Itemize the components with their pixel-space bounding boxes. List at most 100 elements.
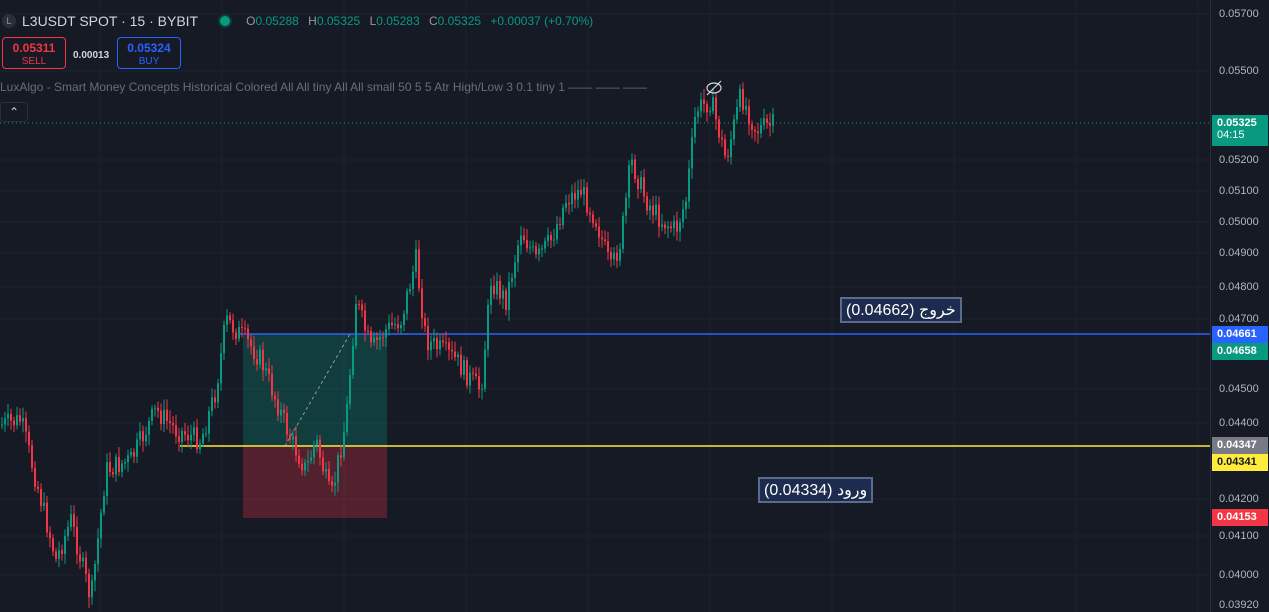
price-tick: 0.04500 bbox=[1219, 383, 1259, 395]
candle bbox=[691, 137, 693, 169]
candle bbox=[121, 463, 123, 473]
candle bbox=[190, 434, 192, 441]
entry-line-label: 0.04341 bbox=[1212, 454, 1268, 471]
candle bbox=[244, 327, 246, 329]
candle bbox=[271, 373, 273, 396]
candle bbox=[523, 235, 525, 241]
candlestick-chart[interactable] bbox=[0, 0, 1210, 612]
candle bbox=[649, 205, 651, 211]
price-tick: 0.05500 bbox=[1219, 65, 1259, 77]
candle bbox=[481, 388, 483, 390]
candle bbox=[565, 203, 567, 208]
candle bbox=[430, 341, 432, 351]
candle bbox=[733, 119, 735, 140]
candle bbox=[760, 125, 762, 134]
candle bbox=[517, 245, 519, 263]
candle bbox=[52, 538, 54, 552]
candle bbox=[769, 123, 771, 126]
candle bbox=[670, 226, 672, 229]
candle bbox=[619, 248, 621, 261]
candle bbox=[259, 349, 261, 365]
candle bbox=[514, 262, 516, 278]
candle bbox=[307, 460, 309, 463]
candle bbox=[637, 178, 639, 190]
candle bbox=[88, 573, 90, 598]
candle bbox=[82, 557, 84, 562]
candle bbox=[103, 496, 105, 513]
candle bbox=[1, 424, 3, 426]
candle bbox=[496, 280, 498, 295]
candle bbox=[136, 439, 138, 457]
candle bbox=[337, 455, 339, 483]
candle bbox=[46, 502, 48, 533]
candle bbox=[397, 323, 399, 329]
price-axis[interactable]: 0.05700 0.05500 0.05200 0.05100 0.05000 … bbox=[1210, 0, 1269, 612]
candle bbox=[373, 337, 375, 343]
candle bbox=[553, 239, 555, 241]
candle bbox=[214, 397, 216, 403]
candle bbox=[229, 315, 231, 321]
candle bbox=[391, 322, 393, 326]
candle bbox=[505, 290, 507, 310]
candle bbox=[586, 187, 588, 213]
candle bbox=[67, 526, 69, 536]
candle bbox=[556, 224, 558, 240]
candle bbox=[757, 131, 759, 134]
candle bbox=[535, 246, 537, 255]
candle bbox=[43, 502, 45, 507]
candle bbox=[250, 339, 252, 347]
candle bbox=[265, 368, 267, 371]
candle bbox=[580, 189, 582, 195]
candle bbox=[115, 456, 117, 475]
candle bbox=[469, 372, 471, 386]
candle bbox=[166, 409, 168, 421]
candle bbox=[439, 340, 441, 350]
sell-button[interactable]: 0.05311 SELL bbox=[2, 37, 66, 69]
candle bbox=[736, 106, 738, 120]
candle bbox=[361, 304, 363, 311]
collapse-button[interactable]: ⌃ bbox=[0, 102, 28, 122]
candle bbox=[688, 168, 690, 202]
candle bbox=[568, 203, 570, 205]
candle bbox=[49, 532, 51, 539]
price-tick: 0.03920 bbox=[1219, 599, 1259, 611]
candle bbox=[511, 277, 513, 282]
candle bbox=[238, 326, 240, 339]
indicator-legend[interactable]: LuxAlgo - Smart Money Concepts Historica… bbox=[0, 80, 647, 94]
candle bbox=[241, 326, 243, 328]
candle bbox=[745, 106, 747, 110]
candle bbox=[10, 413, 12, 421]
symbol-title[interactable]: L3USDT SPOT · 15 · BYBIT bbox=[22, 13, 199, 29]
candle bbox=[154, 407, 156, 409]
buy-button[interactable]: 0.05324 BUY bbox=[117, 37, 181, 69]
candle bbox=[427, 326, 429, 351]
candle bbox=[622, 215, 624, 249]
candle bbox=[61, 550, 63, 555]
candle bbox=[436, 338, 438, 350]
candle bbox=[355, 303, 357, 346]
candle bbox=[274, 395, 276, 400]
candle bbox=[574, 192, 576, 200]
candle bbox=[418, 249, 420, 289]
candle bbox=[7, 413, 9, 419]
entry-annotation[interactable]: (0.04334) ورود bbox=[758, 477, 874, 503]
exit-annotation[interactable]: (0.04662) خروج bbox=[840, 297, 962, 323]
candle bbox=[37, 486, 39, 490]
candle bbox=[532, 246, 534, 248]
candle bbox=[112, 471, 114, 475]
candle bbox=[583, 187, 585, 195]
candle bbox=[184, 431, 186, 435]
candle bbox=[544, 240, 546, 249]
candle bbox=[40, 489, 42, 507]
candle bbox=[313, 445, 315, 458]
candle bbox=[724, 139, 726, 156]
candle bbox=[493, 285, 495, 295]
candle bbox=[148, 420, 150, 435]
candle bbox=[160, 410, 162, 424]
candle bbox=[64, 535, 66, 555]
candle bbox=[232, 320, 234, 333]
candle bbox=[22, 418, 24, 422]
candle bbox=[520, 235, 522, 246]
candle bbox=[211, 397, 213, 411]
candle bbox=[484, 349, 486, 389]
